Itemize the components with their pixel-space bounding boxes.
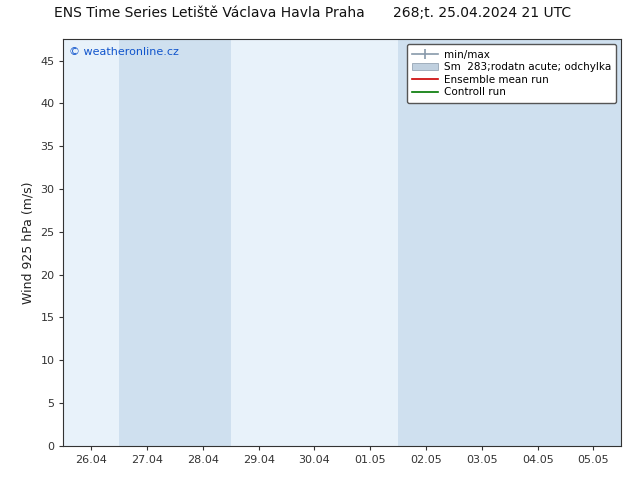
Text: ENS Time Series Letiště Václava Havla Praha: ENS Time Series Letiště Václava Havla Pr… [54,5,365,20]
Text: 268;t. 25.04.2024 21 UTC: 268;t. 25.04.2024 21 UTC [393,5,571,20]
Bar [454,39,510,446]
Y-axis label: Wind 925 hPa (m/s): Wind 925 hPa (m/s) [22,181,35,304]
Bar [119,39,175,446]
Bar [398,39,454,446]
Bar [175,39,231,446]
Bar [566,39,621,446]
Text: © weatheronline.cz: © weatheronline.cz [69,48,179,57]
Bar [510,39,566,446]
Legend: min/max, Sm  283;rodatn acute; odchylka, Ensemble mean run, Controll run: min/max, Sm 283;rodatn acute; odchylka, … [407,45,616,102]
